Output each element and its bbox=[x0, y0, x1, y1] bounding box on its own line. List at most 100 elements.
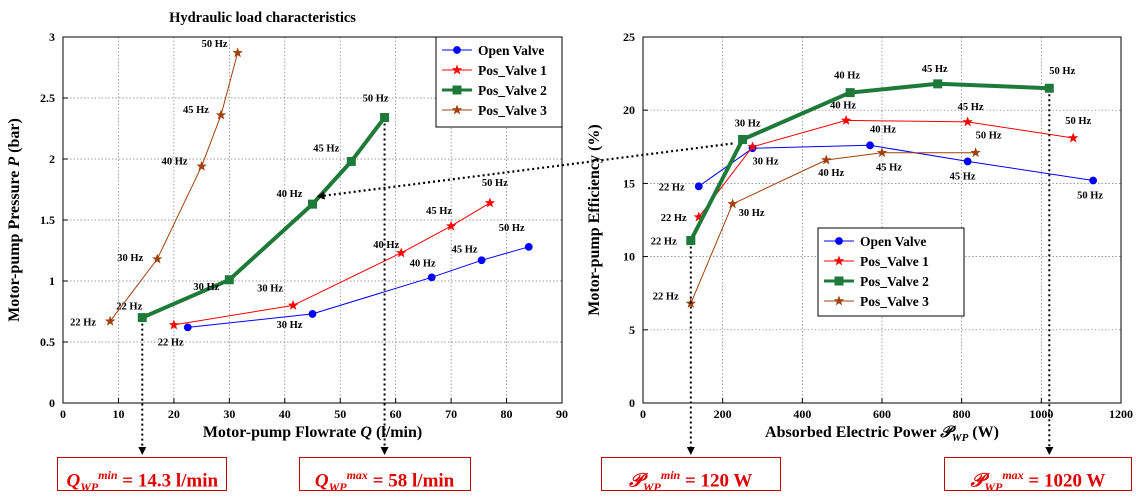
data-label: 40 Hz bbox=[870, 124, 896, 135]
y-axis-label: Motor-pump Efficiency (%) bbox=[586, 124, 603, 315]
annotation-box: QWPmin = 14.3 l/min bbox=[57, 457, 228, 494]
x-tick-label: 400 bbox=[793, 407, 811, 421]
data-label: 40 Hz bbox=[162, 156, 188, 167]
data-label: 50 Hz bbox=[1077, 190, 1103, 201]
y-tick-label: 0 bbox=[49, 396, 55, 410]
data-point bbox=[524, 242, 533, 251]
series-pos-valve-1: 22 Hz 40 Hz 45 Hz 50 Hz bbox=[661, 100, 1092, 224]
data-label: 50 Hz bbox=[976, 131, 1002, 142]
annotation-box: 𝒫WPmin = 120 W bbox=[600, 457, 781, 494]
data-point bbox=[380, 113, 390, 123]
data-label: 45 Hz bbox=[313, 143, 339, 154]
legend-swatch-marker bbox=[452, 85, 462, 95]
x-tick-label: 800 bbox=[953, 407, 971, 421]
data-point bbox=[933, 79, 943, 89]
data-point bbox=[840, 114, 852, 125]
data-point bbox=[876, 147, 888, 158]
legend-swatch-marker bbox=[833, 255, 845, 266]
data-point bbox=[308, 199, 317, 209]
x-tick-label: 80 bbox=[501, 407, 513, 421]
y-tick-label: 0 bbox=[629, 396, 635, 410]
series-pos-valve-1: 30 Hz 40 Hz 45 Hz 50 Hz bbox=[168, 178, 508, 330]
data-label: 40 Hz bbox=[410, 258, 436, 269]
data-point bbox=[215, 109, 227, 120]
data-label: 30 Hz bbox=[277, 320, 303, 331]
y-tick-label: 1 bbox=[49, 274, 55, 288]
series-pos-valve-2: 22 Hz 30 Hz 40 Hz 45 Hz 50 Hz bbox=[651, 64, 1076, 248]
data-point bbox=[727, 198, 738, 209]
data-label: 40 Hz bbox=[818, 168, 844, 179]
data-label: 22 Hz bbox=[653, 291, 679, 302]
series-pos-valve-2: 22 Hz 30 Hz 40 Hz 45 Hz 50 Hz bbox=[116, 94, 390, 323]
legend: Open Valve Pos_Valve 1 Pos_Valve 2 Pos_Valv… bbox=[817, 227, 965, 317]
data-point bbox=[747, 141, 758, 152]
x-axis-label: Motor-pump Flowrate Q (l/min) bbox=[203, 424, 422, 441]
data-label: 40 Hz bbox=[373, 240, 399, 251]
annotation-box: QWPmax = 58 l/min bbox=[298, 457, 471, 494]
legend-swatch-marker bbox=[833, 295, 845, 306]
data-label: 45 Hz bbox=[876, 163, 902, 174]
y-tick-label: 2 bbox=[49, 152, 55, 166]
series-open-valve: 22 Hz 30 Hz 40 Hz 45 Hz 50 Hz bbox=[158, 223, 533, 348]
data-point bbox=[427, 273, 436, 282]
data-point bbox=[396, 247, 407, 258]
legend-entry: Pos_Valve 3 bbox=[860, 294, 929, 309]
legend-swatch-marker bbox=[451, 104, 463, 115]
data-label: 50 Hz bbox=[482, 178, 508, 189]
data-point bbox=[1089, 176, 1098, 185]
y-tick-label: 25 bbox=[623, 30, 635, 44]
x-tick-label: 90 bbox=[556, 407, 568, 421]
data-label: 22 Hz bbox=[158, 337, 184, 348]
x-tick-label: 600 bbox=[873, 407, 891, 421]
legend-entry: Pos_Valve 2 bbox=[478, 83, 547, 98]
legend-entry: Pos_Valve 3 bbox=[478, 103, 547, 118]
legend-swatch-marker bbox=[451, 64, 463, 75]
data-label: 45 Hz bbox=[183, 105, 209, 116]
data-point bbox=[738, 134, 748, 144]
x-tick-label: 10 bbox=[112, 407, 124, 421]
data-label: 50 Hz bbox=[1049, 66, 1075, 77]
x-tick-label: 200 bbox=[714, 407, 732, 421]
data-label: 30 Hz bbox=[193, 282, 219, 293]
y-tick-label: 5 bbox=[629, 323, 635, 337]
data-point bbox=[104, 315, 116, 326]
data-point bbox=[346, 156, 356, 166]
x-tick-label: 0 bbox=[60, 407, 66, 421]
data-point bbox=[963, 157, 972, 166]
y-tick-label: 1.5 bbox=[40, 213, 55, 227]
x-tick-label: 20 bbox=[168, 407, 180, 421]
x-tick-label: 60 bbox=[390, 407, 402, 421]
data-point bbox=[232, 47, 243, 58]
x-tick-label: 1000 bbox=[1029, 407, 1053, 421]
data-point bbox=[287, 299, 299, 310]
data-label: 40 Hz bbox=[277, 189, 303, 200]
data-label: 30 Hz bbox=[257, 283, 283, 294]
data-point bbox=[962, 116, 973, 127]
legend-swatch-marker bbox=[453, 46, 461, 54]
data-label: 50 Hz bbox=[499, 223, 525, 234]
legend-entry: Open Valve bbox=[478, 43, 544, 58]
x-tick-label: 50 bbox=[334, 407, 346, 421]
data-label: 45 Hz bbox=[922, 64, 948, 75]
chart-title: Hydraulic load characteristics bbox=[169, 10, 356, 26]
data-point bbox=[445, 220, 457, 231]
y-axis-label: Motor-pump Pressure P (bar) bbox=[6, 118, 23, 322]
x-tick-label: 0 bbox=[640, 407, 646, 421]
data-label: 40 Hz bbox=[830, 100, 856, 111]
data-point bbox=[196, 160, 207, 171]
x-tick-label: 1200 bbox=[1109, 407, 1133, 421]
data-label: 22 Hz bbox=[661, 213, 687, 224]
legend: Open Valve Pos_Valve 1 Pos_Valve 2 Pos_Valv… bbox=[435, 36, 563, 128]
series-pos-valve-3: 22 Hz 30 Hz 40 Hz 45 Hz 50 Hz bbox=[70, 39, 243, 328]
data-point bbox=[970, 147, 981, 158]
data-point bbox=[137, 313, 147, 323]
legend-swatch-marker bbox=[835, 237, 843, 245]
legend-entry: Open Valve bbox=[860, 234, 926, 249]
y-tick-label: 20 bbox=[623, 103, 635, 117]
data-label: 30 Hz bbox=[739, 208, 765, 219]
y-tick-label: 10 bbox=[623, 250, 635, 264]
data-label: 50 Hz bbox=[202, 39, 228, 50]
data-point bbox=[866, 141, 874, 150]
data-point bbox=[694, 182, 703, 191]
